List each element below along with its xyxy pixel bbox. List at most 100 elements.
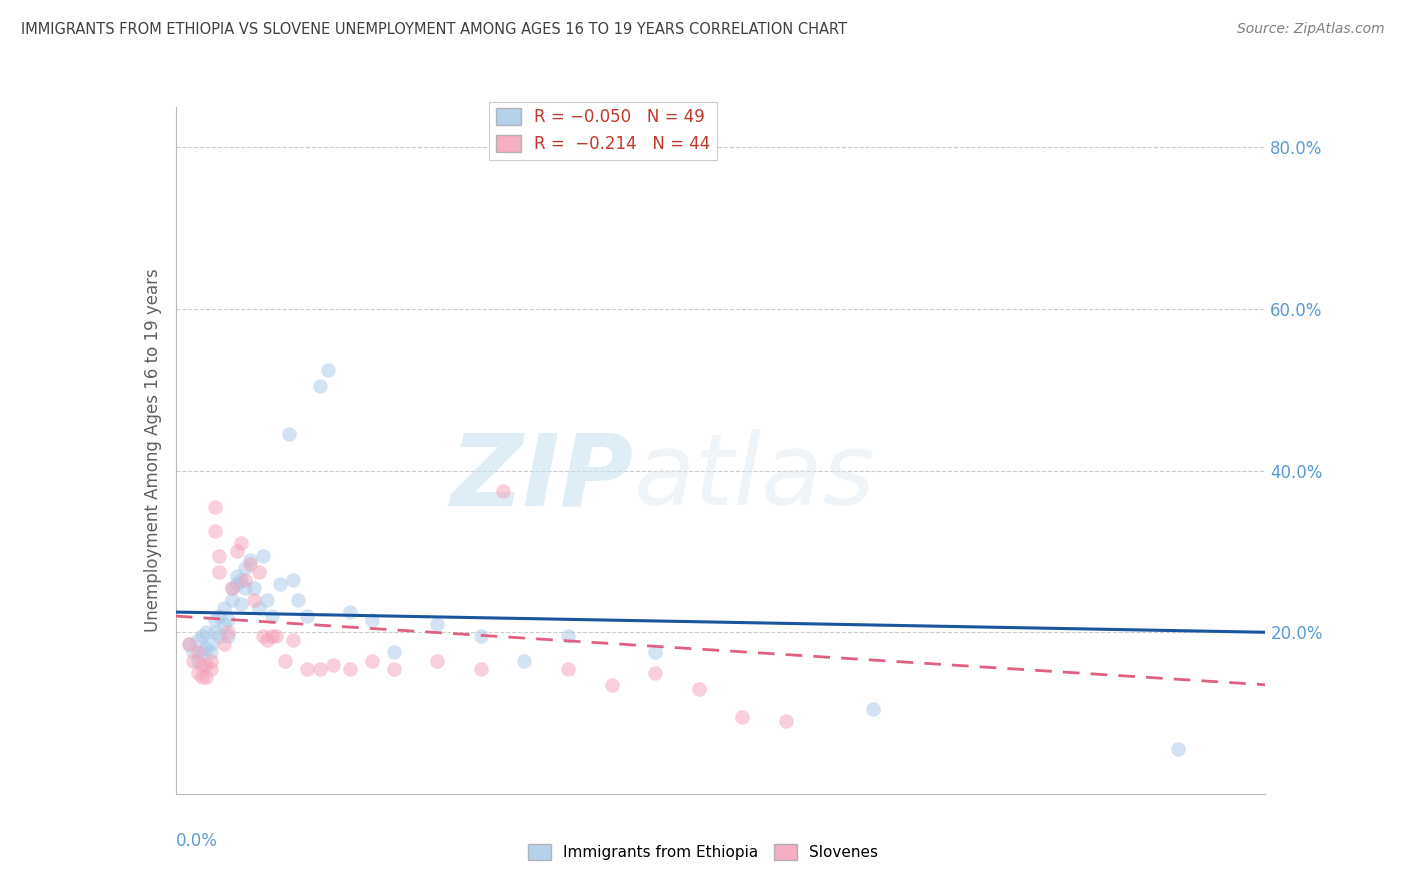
- Point: [221, 581, 243, 595]
- Point: [195, 670, 218, 684]
- Point: [177, 637, 200, 651]
- Point: [322, 657, 344, 672]
- Y-axis label: Unemployment Among Ages 16 to 19 years: Unemployment Among Ages 16 to 19 years: [143, 268, 162, 632]
- Point: [212, 637, 235, 651]
- Point: [308, 662, 330, 676]
- Point: [492, 483, 515, 498]
- Point: [208, 609, 231, 624]
- Point: [247, 601, 270, 615]
- Point: [470, 662, 492, 676]
- Point: [308, 379, 330, 393]
- Point: [243, 581, 266, 595]
- Point: [360, 654, 382, 668]
- Point: [181, 654, 204, 668]
- Point: [318, 362, 340, 376]
- Point: [256, 633, 278, 648]
- Point: [243, 593, 266, 607]
- Point: [191, 645, 214, 659]
- Point: [252, 549, 274, 563]
- Legend: Immigrants from Ethiopia, Slovenes: Immigrants from Ethiopia, Slovenes: [522, 838, 884, 866]
- Point: [557, 629, 579, 643]
- Point: [382, 662, 405, 676]
- Text: ZIP: ZIP: [450, 429, 633, 526]
- Point: [1167, 742, 1189, 756]
- Point: [208, 549, 231, 563]
- Point: [217, 613, 239, 627]
- Point: [600, 678, 623, 692]
- Point: [283, 573, 305, 587]
- Point: [221, 581, 243, 595]
- Point: [186, 665, 209, 680]
- Point: [339, 605, 361, 619]
- Point: [644, 665, 666, 680]
- Point: [191, 670, 214, 684]
- Point: [239, 552, 262, 566]
- Point: [295, 609, 318, 624]
- Point: [278, 427, 301, 442]
- Point: [212, 601, 235, 615]
- Text: IMMIGRANTS FROM ETHIOPIA VS SLOVENE UNEMPLOYMENT AMONG AGES 16 TO 19 YEARS CORRE: IMMIGRANTS FROM ETHIOPIA VS SLOVENE UNEM…: [21, 22, 846, 37]
- Point: [177, 637, 200, 651]
- Point: [195, 657, 218, 672]
- Point: [235, 560, 257, 574]
- Point: [239, 557, 262, 571]
- Point: [688, 681, 710, 696]
- Point: [731, 710, 754, 724]
- Point: [200, 654, 222, 668]
- Point: [252, 629, 274, 643]
- Point: [470, 629, 492, 643]
- Point: [513, 654, 536, 668]
- Point: [204, 613, 226, 627]
- Point: [426, 654, 449, 668]
- Point: [426, 617, 449, 632]
- Point: [231, 536, 253, 550]
- Point: [208, 629, 231, 643]
- Point: [225, 576, 247, 591]
- Point: [231, 573, 253, 587]
- Point: [360, 613, 382, 627]
- Point: [186, 633, 209, 648]
- Point: [256, 593, 278, 607]
- Point: [200, 645, 222, 659]
- Point: [217, 625, 239, 640]
- Point: [295, 662, 318, 676]
- Point: [269, 576, 291, 591]
- Point: [195, 641, 218, 656]
- Point: [186, 654, 209, 668]
- Point: [191, 629, 214, 643]
- Point: [204, 524, 226, 539]
- Text: Source: ZipAtlas.com: Source: ZipAtlas.com: [1237, 22, 1385, 37]
- Point: [186, 645, 209, 659]
- Point: [264, 629, 287, 643]
- Text: 0.0%: 0.0%: [176, 831, 218, 850]
- Point: [225, 568, 247, 582]
- Point: [260, 629, 283, 643]
- Point: [247, 565, 270, 579]
- Point: [287, 593, 309, 607]
- Point: [195, 625, 218, 640]
- Point: [283, 633, 305, 648]
- Point: [204, 625, 226, 640]
- Point: [775, 714, 797, 728]
- Point: [235, 573, 257, 587]
- Point: [204, 500, 226, 514]
- Point: [225, 544, 247, 558]
- Point: [557, 662, 579, 676]
- Point: [260, 609, 283, 624]
- Point: [191, 657, 214, 672]
- Point: [200, 662, 222, 676]
- Point: [862, 702, 884, 716]
- Point: [235, 581, 257, 595]
- Point: [274, 654, 297, 668]
- Point: [217, 629, 239, 643]
- Point: [181, 645, 204, 659]
- Point: [208, 565, 231, 579]
- Text: atlas: atlas: [633, 429, 875, 526]
- Legend: R = −0.050   N = 49, R =  −0.214   N = 44: R = −0.050 N = 49, R = −0.214 N = 44: [489, 102, 717, 160]
- Point: [221, 593, 243, 607]
- Point: [200, 637, 222, 651]
- Point: [382, 645, 405, 659]
- Point: [644, 645, 666, 659]
- Point: [231, 597, 253, 611]
- Point: [339, 662, 361, 676]
